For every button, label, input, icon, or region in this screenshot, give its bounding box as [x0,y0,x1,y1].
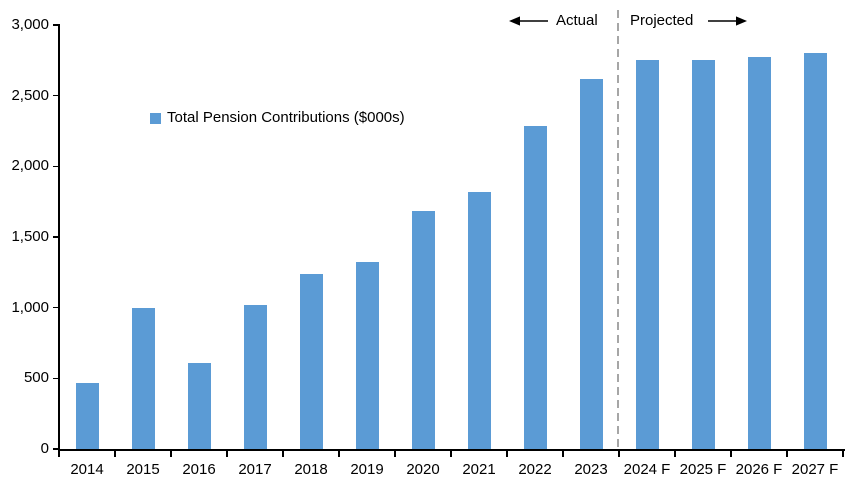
y-tick-mark [52,236,59,238]
y-tick-label: 500 [23,369,49,387]
bar-2020 [411,210,435,449]
y-tick-label: 0 [40,440,49,457]
legend-swatch-icon [150,112,161,124]
legend-label: Total Pension Contributions ($000s) [167,109,405,126]
actual-label: Actual [556,12,598,29]
x-tick-label: 2020 [406,461,440,478]
x-tick-mark [674,451,676,457]
x-tick-mark [786,451,788,457]
left-arrow-icon [509,16,548,26]
y-tick-label: 1,000 [11,298,49,316]
bar-2022 [523,126,547,449]
x-tick-label: 2027 F [791,461,839,478]
bar-2023 [579,79,603,449]
x-tick-mark [58,451,60,457]
y-tick-mark [52,94,59,97]
bar-2021 [467,191,491,449]
x-tick-mark [226,451,228,457]
x-tick-mark [730,451,732,457]
y-tick-mark [52,448,59,450]
x-tick-label: 2015 [126,461,160,478]
bar-2015 [131,308,155,449]
bar-2024-f [635,59,659,449]
x-tick-mark [618,451,620,457]
x-tick-label: 2018 [294,461,328,478]
x-tick-label: 2021 [462,461,496,478]
bar-2018 [299,274,323,449]
bar-2026-f [747,56,771,449]
projected-label: Projected [630,12,694,29]
x-tick-label: 2026 F [735,461,783,478]
bar-2014 [75,382,99,449]
x-tick-mark [114,451,116,457]
x-tick-mark [450,451,452,457]
y-axis-line [57,24,60,451]
x-tick-mark [282,451,284,457]
x-tick-mark [394,451,396,457]
y-tick-label: 1,500 [11,228,49,245]
y-tick-label: 2,500 [11,86,49,104]
x-tick-label: 2025 F [679,461,727,478]
bar-2016 [187,362,211,449]
bar-2019 [355,262,379,449]
y-tick-mark [52,377,59,380]
actual-projected-divider [617,10,619,450]
bar-2025-f [691,60,715,449]
x-axis-line [57,449,845,451]
x-tick-label: 2016 [182,461,216,478]
x-tick-label: 2024 F [623,461,671,478]
x-tick-label: 2019 [350,461,384,478]
bar-2017 [243,304,267,449]
x-tick-label: 2017 [238,461,272,478]
y-tick-mark [52,24,59,26]
x-tick-label: 2014 [70,461,104,478]
y-tick-label: 3,000 [11,16,49,33]
y-tick-mark [52,306,59,309]
legend: Total Pension Contributions ($000s) [150,109,405,127]
y-tick-mark [52,165,59,168]
y-tick-label: 2,000 [11,157,49,175]
bar-2027-f [803,53,827,449]
x-tick-mark [338,451,340,457]
x-tick-mark [506,451,508,457]
right-arrow-icon [708,16,747,26]
x-tick-mark [562,451,564,457]
x-tick-label: 2022 [518,461,552,478]
x-tick-label: 2023 [574,461,608,478]
x-tick-mark [170,451,172,457]
x-tick-mark [842,451,844,457]
